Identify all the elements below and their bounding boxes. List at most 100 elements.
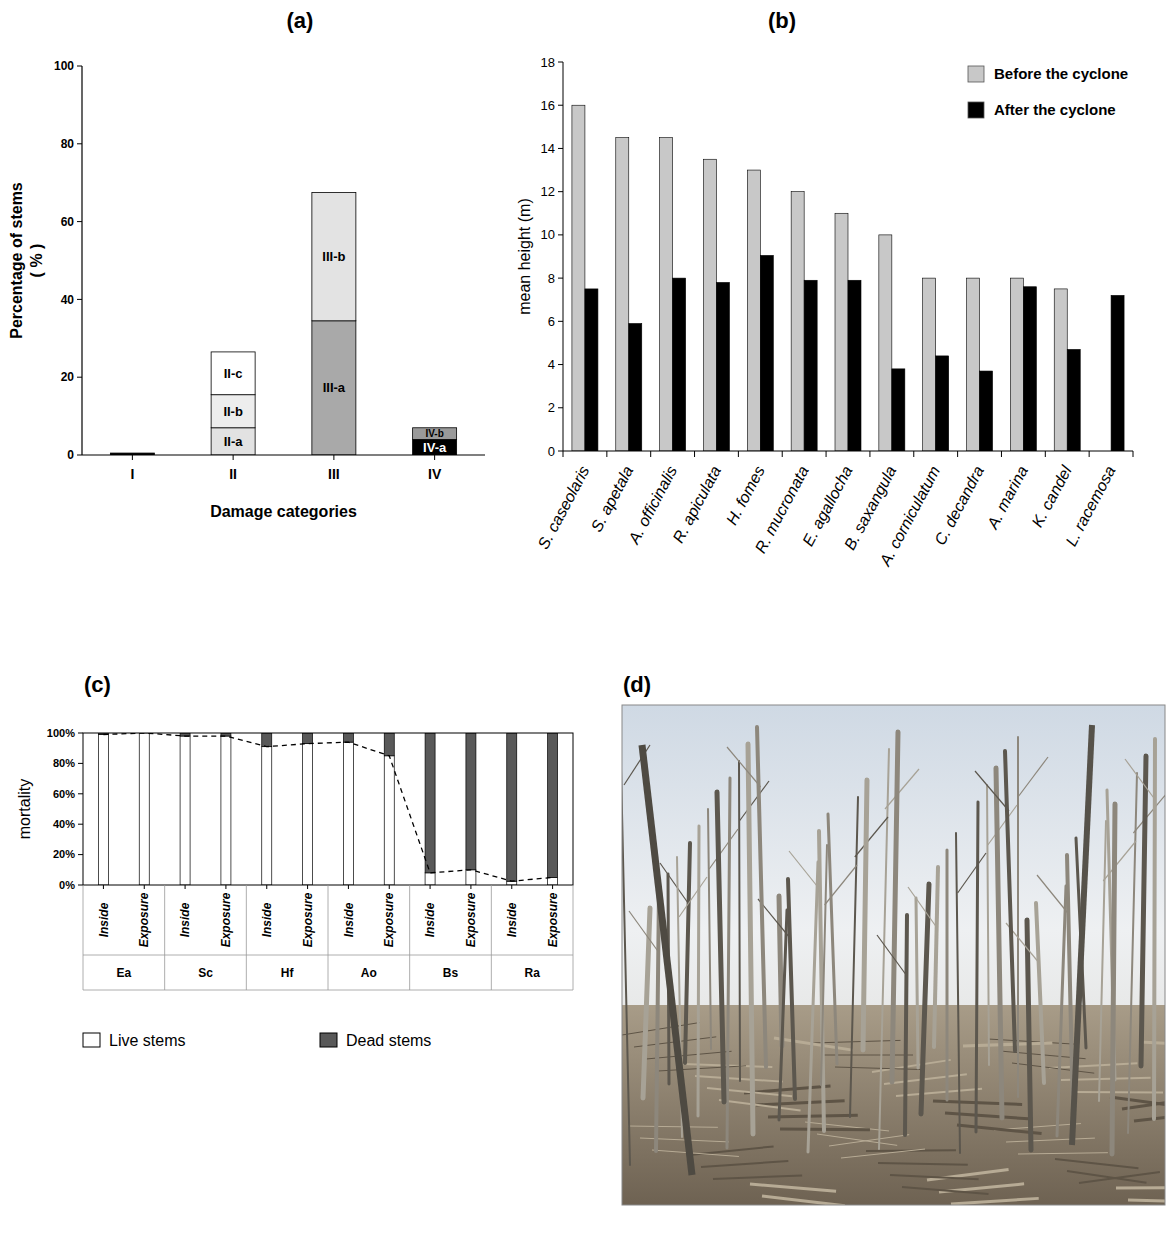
photo-trunk [1027,920,1031,1150]
photo-sky [622,705,1165,1205]
segment-label: II-a [224,434,244,449]
photo-branch [1018,757,1048,797]
photo-trunk [946,850,949,1100]
photo-debris [762,1196,845,1205]
y-tick-label: 20 [61,370,75,384]
x-tick-label: Exposure [546,892,560,947]
y-tick [558,321,563,322]
photo-debris [896,1089,982,1096]
x-tick [650,451,651,457]
photo-branch [1133,793,1165,833]
photo-debris [1012,1063,1094,1073]
segment-labels: II-aIII-aIV-aII-bIII-bIV-bII-c [223,249,447,455]
x-tick [782,451,783,457]
photo-branch [679,877,707,917]
y-tick-label: 40 [61,293,75,307]
bar [835,213,848,451]
x-tick [563,451,564,457]
y-tick-label: 80 [61,137,75,151]
x-tick-label: II [229,466,237,482]
x-tick-label: S. caseolaris [535,463,593,552]
x-tick-label: S. apetala [588,463,637,535]
x-tick [185,885,186,889]
group-label: Bs [443,966,459,980]
photo-trunk [642,745,692,1175]
y-tick-label: 14 [541,141,555,156]
x-tick-label: Exposure [137,892,151,947]
photo-debris [622,1023,700,1036]
table-line [409,885,410,990]
panel-label: (b) [768,8,796,33]
x-tick [826,451,827,457]
photo-debris [951,1198,1039,1204]
legend-swatch [968,102,984,118]
y-tick [558,278,563,279]
bar [804,280,817,451]
bar [760,255,773,451]
photo-debris [701,1161,788,1167]
photo-debris [841,1149,925,1158]
bar [747,170,760,451]
table-line [328,885,329,990]
photo-debris [1128,1200,1165,1202]
y-tick-label: 60% [53,788,75,800]
bar [848,280,861,451]
x-tick-label: Exposure [301,892,315,947]
x-tick [869,451,870,457]
bar-segment [303,733,313,744]
bars [98,733,557,885]
bar [660,138,673,451]
photo-trunk [708,809,711,1049]
bar-segment [343,742,353,885]
photo [622,705,1165,1205]
y-axis-title: mean height (m) [516,198,533,315]
bar-segment [312,321,356,455]
x-tick-label: Inside [423,902,437,937]
bar-segment [343,733,353,742]
photo-trunk [892,732,898,1082]
x-axis [563,451,1133,452]
x-axis-title: Damage categories [210,503,357,520]
photo-debris [817,1134,897,1145]
bar [1010,278,1023,451]
legend-swatch [83,1033,100,1047]
legend-label: Dead stems [346,1032,431,1049]
photo-debris [884,1074,967,1084]
photo-trunk [1067,855,1073,1115]
y-tick [77,299,82,300]
photo-debris [1049,1063,1137,1068]
photo-debris [768,1115,858,1117]
photo-branch [660,863,688,903]
photo-debris [872,1060,951,1072]
photo-branch [825,865,857,905]
y-axis-title: Percentage of stems [8,182,25,339]
line [103,733,552,881]
photo-trunk [828,814,837,1064]
x-tick-label: III [328,466,340,482]
x-tick [957,451,958,457]
photo-trunk [757,727,766,1067]
photo-trunk [788,879,795,1099]
bar [892,369,905,451]
x-tick [694,451,695,457]
bar-segment [384,733,394,756]
photo-debris [1134,1112,1165,1121]
photo-trunk [698,826,699,1116]
x-tick-label: IV [428,466,442,482]
bar [980,371,993,451]
y-tick-label: 20% [53,848,75,860]
x-tick-label: A. marina [983,463,1031,532]
x-tick [738,451,739,457]
y-tick-label: 60 [61,215,75,229]
y-tick [77,221,82,222]
photo-debris [835,1067,925,1070]
legend: Live stemsDead stems [83,1032,431,1049]
x-tick [1133,451,1134,457]
photo-debris [1018,1153,1108,1154]
bar-segment [262,733,272,747]
segment-label: IV-b [425,428,443,439]
bars [572,105,1124,451]
x-tick-label: Inside [97,902,111,937]
photo-debris [652,1150,739,1156]
y-tick-label: 8 [548,271,555,286]
